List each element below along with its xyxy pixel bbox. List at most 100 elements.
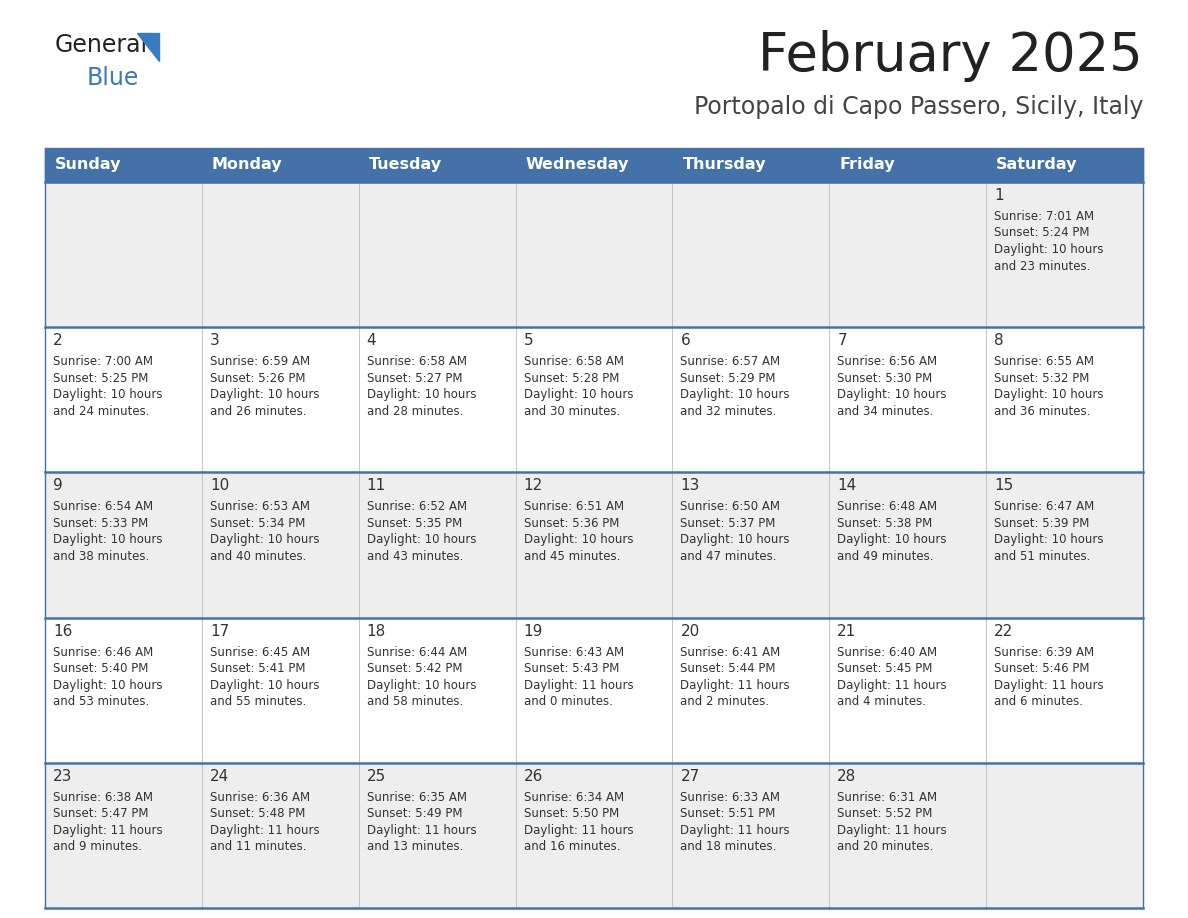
Text: Daylight: 10 hours: Daylight: 10 hours (994, 388, 1104, 401)
Text: Sunrise: 7:00 AM: Sunrise: 7:00 AM (53, 355, 153, 368)
Text: 9: 9 (53, 478, 63, 493)
Text: Daylight: 10 hours: Daylight: 10 hours (681, 533, 790, 546)
Text: Sunrise: 6:57 AM: Sunrise: 6:57 AM (681, 355, 781, 368)
Text: Daylight: 10 hours: Daylight: 10 hours (53, 388, 163, 401)
Text: 20: 20 (681, 623, 700, 639)
Text: Friday: Friday (839, 158, 895, 173)
Text: Daylight: 11 hours: Daylight: 11 hours (524, 678, 633, 691)
Text: 2: 2 (53, 333, 63, 348)
Text: Daylight: 10 hours: Daylight: 10 hours (994, 533, 1104, 546)
Text: Daylight: 11 hours: Daylight: 11 hours (838, 823, 947, 837)
Bar (45, 763, 1143, 908)
Text: Sunset: 5:48 PM: Sunset: 5:48 PM (210, 807, 305, 821)
Text: and 16 minutes.: and 16 minutes. (524, 840, 620, 854)
Text: Sunrise: 6:40 AM: Sunrise: 6:40 AM (838, 645, 937, 658)
Text: Daylight: 10 hours: Daylight: 10 hours (367, 678, 476, 691)
Text: Daylight: 11 hours: Daylight: 11 hours (994, 678, 1104, 691)
Text: Sunset: 5:46 PM: Sunset: 5:46 PM (994, 662, 1089, 675)
Text: Daylight: 10 hours: Daylight: 10 hours (53, 533, 163, 546)
Text: and 58 minutes.: and 58 minutes. (367, 695, 463, 708)
Bar (45, 182, 1143, 327)
Text: and 18 minutes.: and 18 minutes. (681, 840, 777, 854)
Text: Sunrise: 6:51 AM: Sunrise: 6:51 AM (524, 500, 624, 513)
Text: 19: 19 (524, 623, 543, 639)
Bar (45, 618, 1143, 763)
Text: Sunset: 5:32 PM: Sunset: 5:32 PM (994, 372, 1089, 385)
Text: Daylight: 11 hours: Daylight: 11 hours (681, 823, 790, 837)
Text: Sunrise: 6:36 AM: Sunrise: 6:36 AM (210, 790, 310, 804)
Text: Sunset: 5:26 PM: Sunset: 5:26 PM (210, 372, 305, 385)
Text: Daylight: 10 hours: Daylight: 10 hours (681, 388, 790, 401)
Text: Portopalo di Capo Passero, Sicily, Italy: Portopalo di Capo Passero, Sicily, Italy (694, 95, 1143, 119)
Text: and 23 minutes.: and 23 minutes. (994, 260, 1091, 273)
Text: Sunset: 5:49 PM: Sunset: 5:49 PM (367, 807, 462, 821)
Text: 8: 8 (994, 333, 1004, 348)
Text: and 9 minutes.: and 9 minutes. (53, 840, 143, 854)
Text: Daylight: 10 hours: Daylight: 10 hours (367, 533, 476, 546)
Text: Sunrise: 6:48 AM: Sunrise: 6:48 AM (838, 500, 937, 513)
Bar (45, 327, 1143, 473)
Text: Tuesday: Tuesday (368, 158, 442, 173)
Text: 4: 4 (367, 333, 377, 348)
Text: Blue: Blue (87, 66, 139, 90)
Text: 13: 13 (681, 478, 700, 493)
Text: Sunrise: 6:41 AM: Sunrise: 6:41 AM (681, 645, 781, 658)
Text: 25: 25 (367, 768, 386, 784)
Text: Sunday: Sunday (55, 158, 121, 173)
Text: Daylight: 10 hours: Daylight: 10 hours (838, 533, 947, 546)
Text: and 2 minutes.: and 2 minutes. (681, 695, 770, 708)
Text: 1: 1 (994, 188, 1004, 203)
Text: 12: 12 (524, 478, 543, 493)
Text: and 13 minutes.: and 13 minutes. (367, 840, 463, 854)
Text: Sunrise: 7:01 AM: Sunrise: 7:01 AM (994, 210, 1094, 223)
Text: and 38 minutes.: and 38 minutes. (53, 550, 150, 563)
Text: Sunrise: 6:38 AM: Sunrise: 6:38 AM (53, 790, 153, 804)
Text: 16: 16 (53, 623, 72, 639)
Text: Sunset: 5:39 PM: Sunset: 5:39 PM (994, 517, 1089, 530)
Text: and 34 minutes.: and 34 minutes. (838, 405, 934, 418)
Text: Sunrise: 6:35 AM: Sunrise: 6:35 AM (367, 790, 467, 804)
Text: Sunset: 5:30 PM: Sunset: 5:30 PM (838, 372, 933, 385)
Text: Sunset: 5:34 PM: Sunset: 5:34 PM (210, 517, 305, 530)
Text: Sunset: 5:37 PM: Sunset: 5:37 PM (681, 517, 776, 530)
Text: Sunrise: 6:46 AM: Sunrise: 6:46 AM (53, 645, 153, 658)
Text: Sunrise: 6:39 AM: Sunrise: 6:39 AM (994, 645, 1094, 658)
Text: Daylight: 11 hours: Daylight: 11 hours (367, 823, 476, 837)
Text: Sunrise: 6:52 AM: Sunrise: 6:52 AM (367, 500, 467, 513)
Text: Daylight: 10 hours: Daylight: 10 hours (53, 678, 163, 691)
Text: Daylight: 10 hours: Daylight: 10 hours (367, 388, 476, 401)
Text: 14: 14 (838, 478, 857, 493)
Text: Sunrise: 6:59 AM: Sunrise: 6:59 AM (210, 355, 310, 368)
Text: 3: 3 (210, 333, 220, 348)
Bar (45, 473, 1143, 618)
Text: 6: 6 (681, 333, 690, 348)
Text: and 40 minutes.: and 40 minutes. (210, 550, 307, 563)
Text: Sunset: 5:29 PM: Sunset: 5:29 PM (681, 372, 776, 385)
Text: Sunset: 5:36 PM: Sunset: 5:36 PM (524, 517, 619, 530)
Text: Sunrise: 6:56 AM: Sunrise: 6:56 AM (838, 355, 937, 368)
Text: 7: 7 (838, 333, 847, 348)
Text: and 53 minutes.: and 53 minutes. (53, 695, 150, 708)
Text: February 2025: February 2025 (758, 30, 1143, 82)
Text: and 6 minutes.: and 6 minutes. (994, 695, 1083, 708)
Text: Daylight: 11 hours: Daylight: 11 hours (53, 823, 163, 837)
Text: 24: 24 (210, 768, 229, 784)
Text: Sunset: 5:51 PM: Sunset: 5:51 PM (681, 807, 776, 821)
Text: 28: 28 (838, 768, 857, 784)
Text: Sunrise: 6:58 AM: Sunrise: 6:58 AM (367, 355, 467, 368)
Text: and 51 minutes.: and 51 minutes. (994, 550, 1091, 563)
Text: Sunset: 5:42 PM: Sunset: 5:42 PM (367, 662, 462, 675)
Text: Daylight: 10 hours: Daylight: 10 hours (210, 388, 320, 401)
Text: and 28 minutes.: and 28 minutes. (367, 405, 463, 418)
Text: and 32 minutes.: and 32 minutes. (681, 405, 777, 418)
Text: Sunset: 5:28 PM: Sunset: 5:28 PM (524, 372, 619, 385)
Bar (45, 148, 1143, 182)
Text: and 11 minutes.: and 11 minutes. (210, 840, 307, 854)
Text: Sunset: 5:45 PM: Sunset: 5:45 PM (838, 662, 933, 675)
Text: 10: 10 (210, 478, 229, 493)
Text: and 36 minutes.: and 36 minutes. (994, 405, 1091, 418)
Text: Sunset: 5:24 PM: Sunset: 5:24 PM (994, 227, 1089, 240)
Text: Daylight: 10 hours: Daylight: 10 hours (210, 678, 320, 691)
Text: 27: 27 (681, 768, 700, 784)
Text: Sunset: 5:40 PM: Sunset: 5:40 PM (53, 662, 148, 675)
